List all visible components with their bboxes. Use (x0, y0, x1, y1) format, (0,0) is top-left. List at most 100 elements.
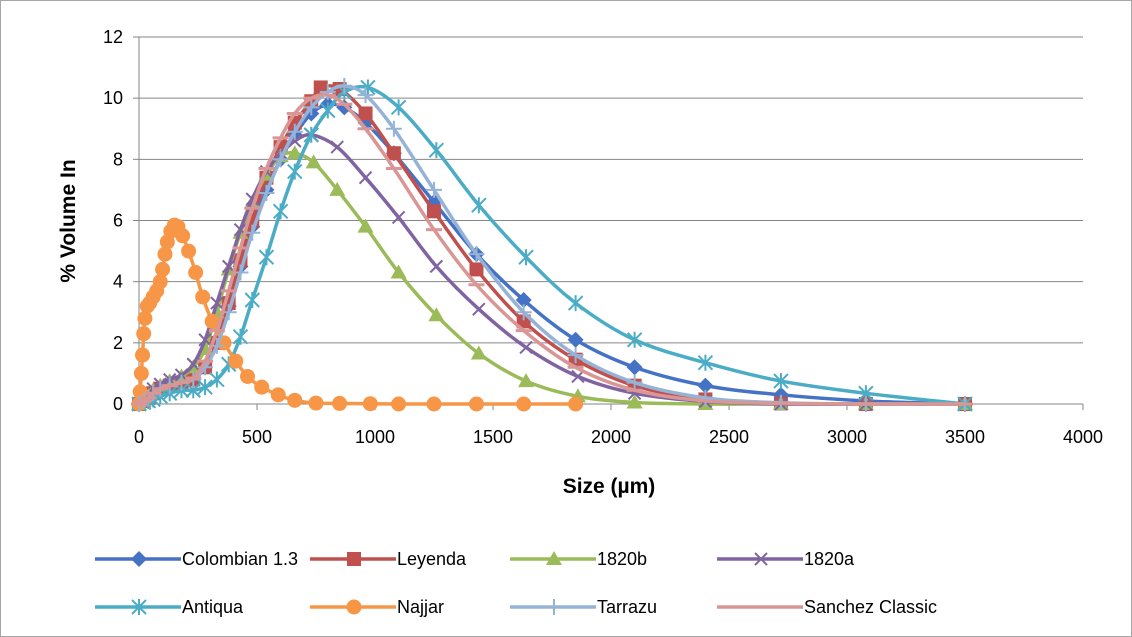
data-point (472, 302, 486, 316)
data-point (336, 77, 353, 94)
series-line (138, 84, 966, 406)
data-point (152, 274, 168, 290)
data-point (468, 246, 485, 263)
series-line (138, 84, 966, 406)
x-tick-label: 1500 (473, 427, 513, 447)
y-tick-label: 0 (113, 394, 123, 414)
data-point (626, 374, 643, 391)
data-point (515, 292, 532, 309)
legend-marker (131, 551, 147, 567)
legend-marker (347, 552, 361, 566)
legend-marker (546, 551, 562, 565)
legend-entry: Colombian 1.3 (95, 549, 298, 569)
data-point (567, 295, 584, 312)
data-point (303, 126, 319, 143)
data-point (697, 377, 714, 394)
y-axis-title: % Volume In (57, 159, 80, 282)
data-point (303, 99, 320, 116)
data-point (391, 396, 407, 412)
legend-entry: Sanchez Classic (717, 597, 937, 617)
x-tick-label: 0 (134, 427, 144, 447)
legend-entry: 1820b (510, 549, 647, 569)
data-point (188, 264, 204, 280)
series-line (138, 84, 966, 406)
gridlines (139, 36, 1083, 344)
legend-label: 1820b (597, 549, 647, 569)
data-point (133, 365, 149, 381)
data-point (626, 359, 643, 376)
data-point (518, 249, 534, 266)
legend-label: Najjar (397, 597, 444, 617)
data-point (319, 84, 336, 101)
x-tick-label: 1000 (355, 427, 395, 447)
data-point (429, 259, 444, 274)
y-tick-label: 2 (113, 333, 123, 353)
data-point (228, 353, 244, 369)
data-point (155, 261, 171, 277)
legend-entry: Antiqua (95, 597, 244, 617)
legend-entry: Tarrazu (510, 597, 657, 617)
data-point (286, 145, 303, 160)
legend-marker (546, 599, 562, 615)
data-point (332, 395, 348, 411)
tick-labels: 0 2 4 6 8 10 12 0 500 1000 1500 2000 2500 3000 3500 400… (103, 27, 1103, 447)
data-point (626, 394, 643, 409)
data-point (204, 313, 220, 329)
data-point (567, 347, 584, 364)
legend-entry: Leyenda (310, 549, 467, 569)
data-point (362, 396, 378, 412)
data-point (254, 379, 270, 395)
data-point (357, 218, 374, 233)
data-point (515, 304, 532, 321)
data-point (390, 99, 407, 116)
data-point (390, 264, 407, 279)
x-tick-label: 500 (242, 427, 272, 447)
data-point (518, 373, 535, 388)
data-point (697, 354, 714, 371)
series-najjar (131, 217, 584, 412)
data-point (313, 80, 328, 95)
data-point (272, 151, 289, 168)
data-point (181, 243, 197, 259)
data-point (305, 154, 322, 169)
series-sanchez-classic (131, 92, 973, 406)
data-point (175, 228, 191, 244)
data-point (386, 146, 401, 161)
data-point (697, 389, 714, 406)
series-line (138, 92, 966, 406)
legend-label: Colombian 1.3 (182, 549, 298, 569)
legend-entry: Najjar (310, 597, 444, 617)
data-point (426, 396, 442, 412)
legend-marker (754, 552, 768, 566)
data-point (358, 170, 373, 185)
legend-label: Antiqua (182, 597, 244, 617)
data-point (287, 392, 303, 408)
data-point (391, 210, 406, 225)
legend-entry: 1820a (717, 549, 855, 569)
y-tick-label: 6 (113, 211, 123, 231)
data-point (137, 310, 153, 326)
data-point (626, 331, 643, 348)
data-point (272, 203, 289, 220)
data-point (157, 246, 173, 262)
data-point (329, 181, 346, 196)
data-point (385, 120, 402, 137)
legend-label: 1820a (804, 549, 855, 569)
data-point (308, 395, 324, 411)
series-leyenda (132, 80, 972, 411)
series-1820a (132, 128, 972, 411)
data-point (270, 387, 286, 403)
data-point (286, 123, 303, 140)
data-point (197, 379, 213, 396)
data-point (258, 184, 275, 201)
data-point (427, 204, 441, 219)
series-line (137, 223, 576, 406)
legend-marker (131, 599, 147, 615)
y-tick-label: 4 (113, 272, 123, 292)
data-point (468, 396, 484, 412)
series-layer (131, 77, 973, 412)
data-point (469, 262, 484, 277)
x-tick-label: 2500 (709, 427, 749, 447)
